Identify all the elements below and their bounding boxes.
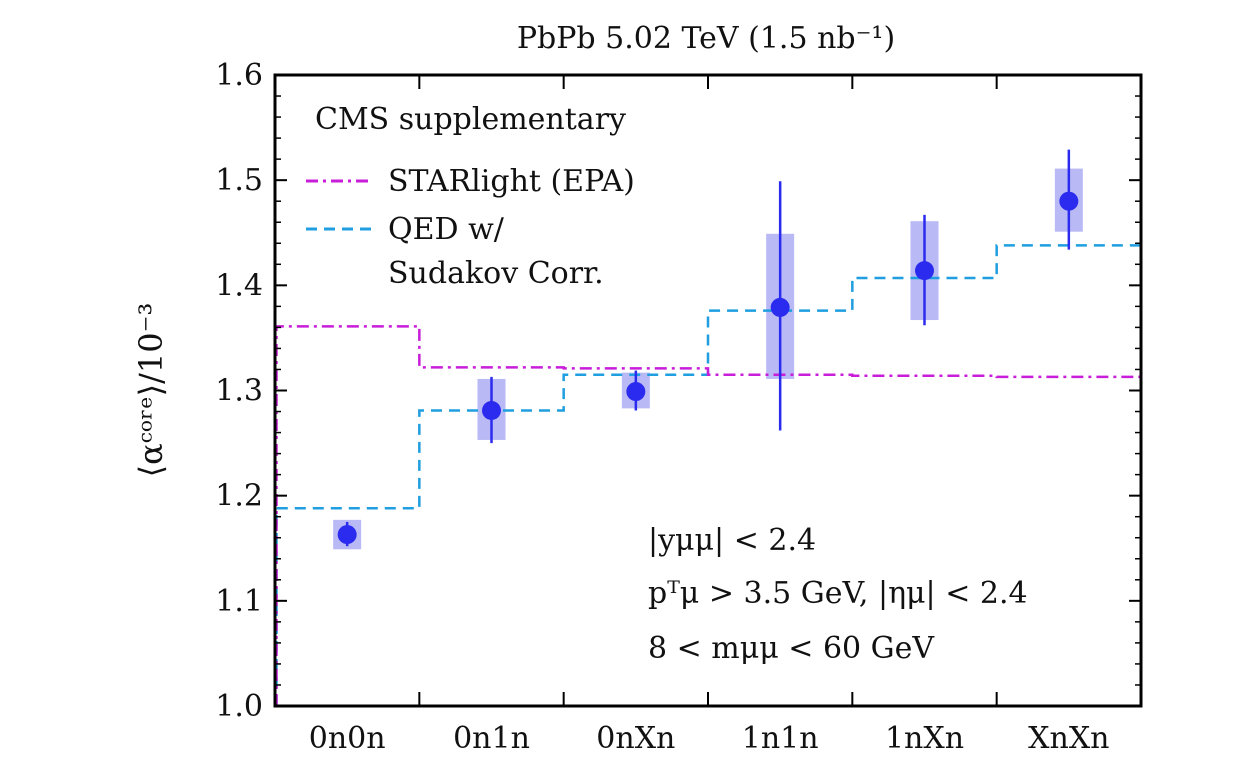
- cut-pt-eta: pᵀμ > 3.5 GeV, |ημ| < 2.4: [648, 576, 1028, 611]
- data-point: [626, 382, 646, 402]
- x-tick-label: 1n1n: [742, 721, 819, 756]
- cut-mass: 8 < mμμ < 60 GeV: [648, 631, 935, 666]
- x-tick-label: XnXn: [1028, 721, 1109, 756]
- x-tick-label: 0n1n: [453, 721, 530, 756]
- experiment-label: CMS supplementary: [315, 102, 626, 137]
- legend-qed-label-line2: Sudakov Corr.: [388, 256, 604, 291]
- data-point: [770, 297, 790, 317]
- y-tick-label: 1.4: [215, 268, 263, 303]
- legend-starlight-label: STARlight (EPA): [388, 164, 635, 199]
- axis-layer: 1.0 1.1 1.2 1.3 1.4 1.5 1.6 0n0n 0n1n 0nXn 1n1n 1nX…: [215, 58, 1141, 756]
- x-tick-label: 0n0n: [309, 721, 386, 756]
- y-tick-label: 1.3: [215, 374, 263, 409]
- data-point: [337, 525, 357, 545]
- legend-qed-label: QED w/: [388, 212, 505, 247]
- data-point: [482, 400, 501, 420]
- y-tick-label: 1.0: [215, 689, 263, 724]
- y-axis-label: ⟨αᶜᵒʳᵉ⟩/10⁻³: [132, 303, 170, 478]
- y-tick-label: 1.6: [215, 58, 263, 93]
- starlight-line: [275, 325, 1141, 706]
- data-point: [1059, 191, 1079, 211]
- series-layer: [275, 149, 1141, 706]
- chart-title: PbPb 5.02 TeV (1.5 nb⁻¹): [517, 21, 895, 56]
- x-tick-label: 1nXn: [885, 721, 964, 756]
- data-point: [915, 261, 934, 281]
- y-tick-label: 1.5: [215, 163, 263, 198]
- y-tick-label: 1.2: [215, 479, 263, 514]
- cut-rapidity: |yμμ| < 2.4: [648, 523, 816, 558]
- cuts-annotation: |yμμ| < 2.4 pᵀμ > 3.5 GeV, |ημ| < 2.4 8 …: [648, 523, 1028, 666]
- y-tick-label: 1.1: [215, 584, 263, 619]
- legend: STARlight (EPA) QED w/ Sudakov Corr.: [306, 164, 635, 291]
- x-tick-label: 0nXn: [596, 721, 675, 756]
